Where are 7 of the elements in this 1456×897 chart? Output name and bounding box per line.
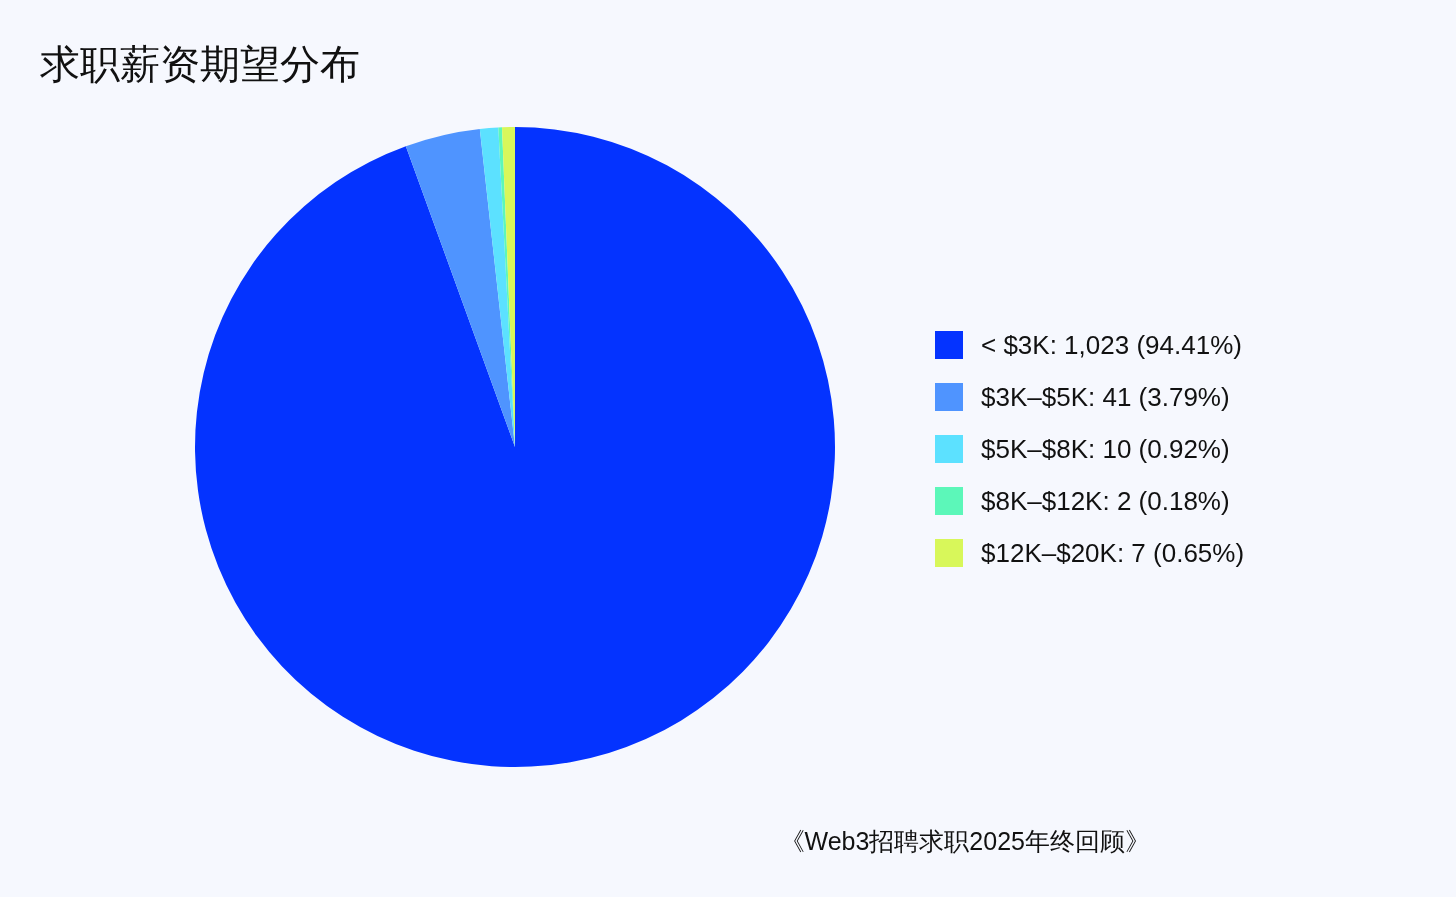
legend-label: < $3K: 1,023 (94.41%) xyxy=(981,330,1242,360)
annotation: 《Web3招聘求职2025年终回顾》 xyxy=(779,827,1150,855)
legend-label: $8K–$12K: 2 (0.18%) xyxy=(981,486,1230,516)
title: 求职薪资期望分布 xyxy=(40,42,360,86)
legend-label: $3K–$5K: 41 (3.79%) xyxy=(981,382,1230,412)
legend-label: $5K–$8K: 10 (0.92%) xyxy=(981,434,1230,464)
legend-label: $12K–$20K: 7 (0.65%) xyxy=(981,538,1245,568)
